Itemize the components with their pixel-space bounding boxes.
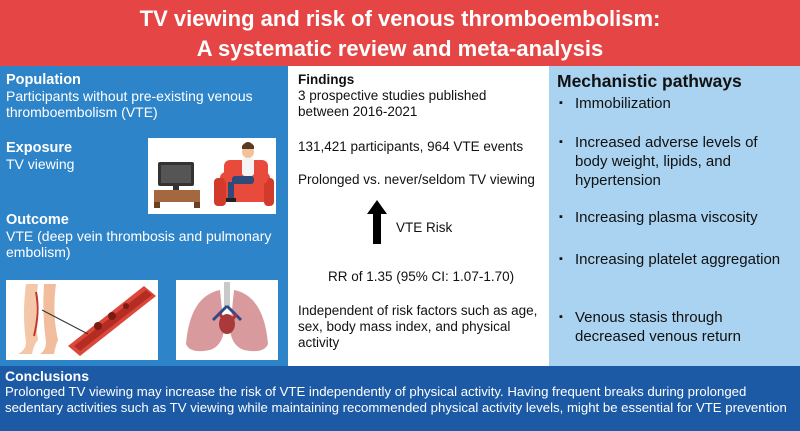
mechanism-item: ▪ Increasing plasma viscosity — [559, 209, 758, 226]
exposure-heading: Exposure — [6, 140, 73, 156]
mechanism-item: ▪ Immobilization — [559, 95, 671, 112]
mechanism-item: ▪ Increasing platelet aggregation — [559, 251, 781, 268]
population-heading: Population — [6, 72, 81, 88]
findings-studies: 3 prospective studies published between … — [298, 88, 487, 119]
mechanism-item: ▪ Venous stasis through decreased venous… — [559, 309, 741, 345]
deep-vein-illustration — [6, 280, 158, 360]
title-line-2: A systematic review and meta-analysis — [196, 36, 604, 61]
square-bullet-icon: ▪ — [559, 136, 563, 148]
conclusions-heading: Conclusions — [5, 368, 90, 384]
square-bullet-icon: ▪ — [559, 253, 563, 265]
findings-participants: 131,421 participants, 964 VTE events — [298, 139, 524, 154]
mechanisms-panel: Mechanistic pathways ▪ Immobilization ▪ … — [549, 66, 800, 366]
square-bullet-icon: ▪ — [559, 311, 563, 323]
lungs-illustration — [176, 280, 278, 360]
vte-risk-label: VTE Risk — [396, 220, 453, 235]
findings-independent: Independent of risk factors such as age,… — [298, 303, 538, 350]
title-banner: TV viewing and risk of venous thromboemb… — [0, 0, 800, 66]
mechanism-item: ▪ Increased adverse levels of body weigh… — [559, 134, 758, 189]
exposure-section: Exposure TV viewing — [6, 140, 282, 172]
title-line-1: TV viewing and risk of venous thromboemb… — [139, 6, 661, 31]
conclusions-text: Prolonged TV viewing may increase the ri… — [5, 384, 787, 415]
conclusions-panel: Conclusions Prolonged TV viewing may inc… — [0, 366, 800, 431]
population-section: Population Participants without pre-exis… — [6, 72, 282, 120]
findings-heading: Findings — [298, 72, 355, 87]
square-bullet-icon: ▪ — [559, 211, 563, 223]
square-bullet-icon: ▪ — [559, 97, 563, 109]
mechanisms-heading: Mechanistic pathways — [557, 71, 742, 91]
population-text: Participants without pre-existing venous… — [6, 88, 253, 120]
tv-viewing-illustration — [148, 138, 276, 214]
outcome-heading: Outcome — [6, 212, 69, 228]
pico-panel: Population Participants without pre-exis… — [0, 66, 288, 366]
up-arrow-icon — [367, 200, 387, 244]
findings-comparison: Prolonged vs. never/seldom TV viewing — [298, 172, 535, 187]
exposure-text: TV viewing — [6, 156, 75, 172]
outcome-text: VTE (deep vein thrombosis and pulmonary … — [6, 228, 272, 260]
outcome-section: Outcome VTE (deep vein thrombosis and pu… — [6, 212, 282, 260]
relative-risk: RR of 1.35 (95% CI: 1.07-1.70) — [328, 269, 515, 284]
findings-panel: Findings 3 prospective studies published… — [288, 66, 549, 366]
